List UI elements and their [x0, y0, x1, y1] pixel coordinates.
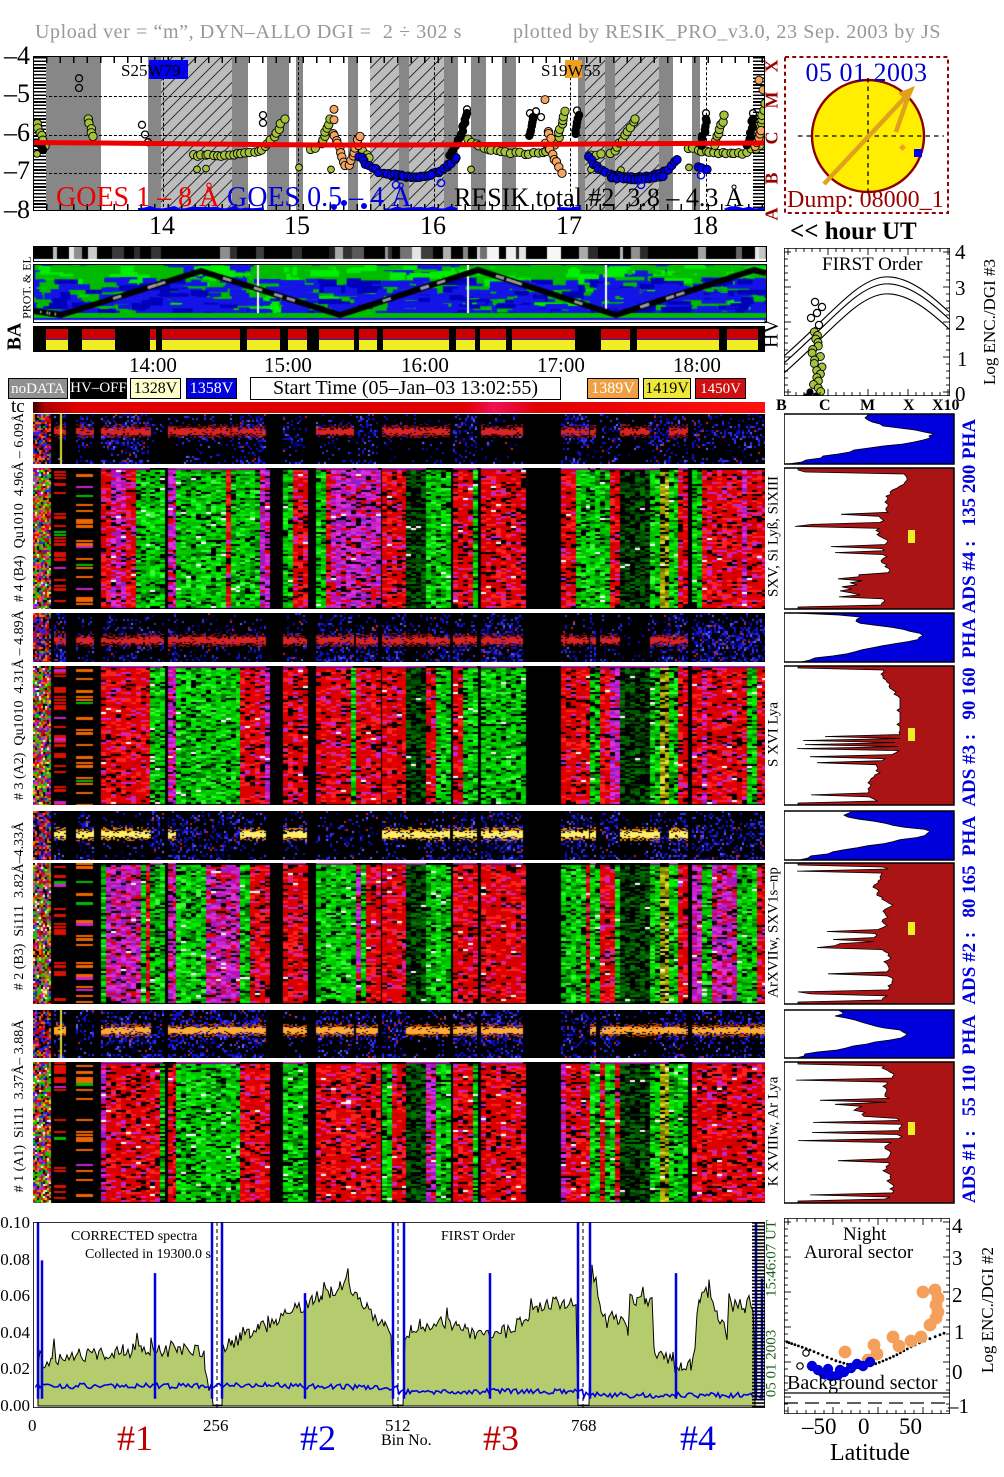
svg-text:CORRECTED spectra: CORRECTED spectra: [71, 1229, 198, 1244]
svg-text:Background sector: Background sector: [787, 1372, 938, 1394]
svg-text:Auroral sector: Auroral sector: [804, 1242, 914, 1263]
svg-text:Night: Night: [843, 1224, 887, 1245]
svg-text:FIRST Order: FIRST Order: [441, 1229, 515, 1244]
svg-text:Collected in 19300.0 s: Collected in 19300.0 s: [85, 1247, 211, 1262]
svg-text:FIRST Order: FIRST Order: [822, 254, 923, 275]
